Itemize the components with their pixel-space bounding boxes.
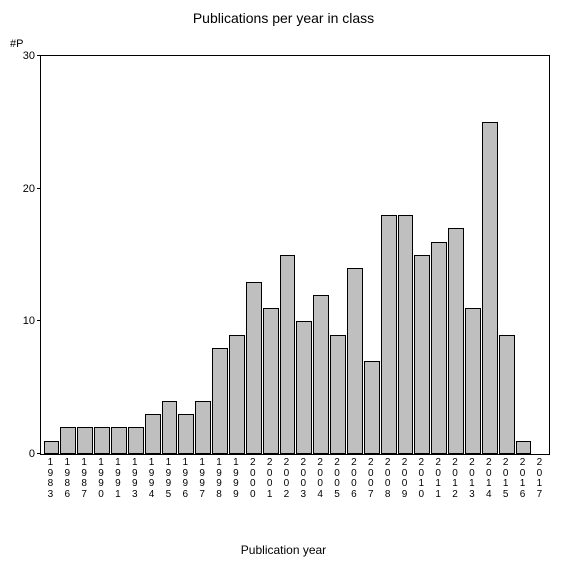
bar: [44, 441, 60, 454]
x-tick-labels: 1983198619871990199119931994199519961997…: [40, 458, 550, 500]
plot-area: 0102030: [40, 55, 550, 455]
x-tick-label: 2012: [447, 458, 464, 500]
bar: [465, 308, 481, 454]
x-tick-label: 1993: [126, 458, 143, 500]
bar: [347, 268, 363, 454]
x-tick-label: 2003: [295, 458, 312, 500]
bar: [77, 427, 93, 454]
bar: [111, 427, 127, 454]
bar: [330, 335, 346, 454]
x-tick-label: 1996: [177, 458, 194, 500]
y-axis-label: #P: [10, 38, 23, 50]
x-tick-label: 2007: [362, 458, 379, 500]
y-tick-mark: [37, 453, 41, 454]
bar: [381, 215, 397, 454]
y-tick-mark: [37, 320, 41, 321]
bar: [145, 414, 161, 454]
x-tick-label: 1997: [194, 458, 211, 500]
bar: [162, 401, 178, 454]
bar: [482, 122, 498, 454]
bar: [212, 348, 228, 454]
x-tick-label: 1991: [109, 458, 126, 500]
x-tick-label: 2006: [345, 458, 362, 500]
x-tick-label: 2015: [497, 458, 514, 500]
bar: [280, 255, 296, 454]
bar: [263, 308, 279, 454]
x-tick-label: 2001: [261, 458, 278, 500]
x-tick-label: 2000: [244, 458, 261, 500]
x-tick-label: 2016: [514, 458, 531, 500]
x-tick-label: 1995: [160, 458, 177, 500]
bar: [516, 441, 532, 454]
bar: [398, 215, 414, 454]
x-tick-label: 1987: [76, 458, 93, 500]
bar: [414, 255, 430, 454]
x-tick-label: 2013: [463, 458, 480, 500]
y-tick-mark: [37, 55, 41, 56]
bar: [128, 427, 144, 454]
x-tick-label: 2017: [531, 458, 548, 500]
y-tick-label: 30: [23, 50, 41, 62]
bar: [246, 282, 262, 454]
bar: [229, 335, 245, 454]
x-tick-label: 2002: [278, 458, 295, 500]
bar: [94, 427, 110, 454]
x-tick-label: 2014: [480, 458, 497, 500]
x-tick-label: 2011: [430, 458, 447, 500]
x-tick-label: 2004: [312, 458, 329, 500]
bar: [178, 414, 194, 454]
x-tick-label: 1990: [93, 458, 110, 500]
x-tick-label: 1999: [227, 458, 244, 500]
x-tick-label: 2010: [413, 458, 430, 500]
x-tick-label: 2008: [379, 458, 396, 500]
x-tick-label: 1983: [42, 458, 59, 500]
bar: [195, 401, 211, 454]
x-tick-label: 1986: [59, 458, 76, 500]
bar: [313, 295, 329, 454]
chart-title: Publications per year in class: [0, 10, 567, 26]
bar: [60, 427, 76, 454]
bar: [431, 242, 447, 454]
x-tick-label: 1998: [211, 458, 228, 500]
bar: [296, 321, 312, 454]
x-tick-label: 2009: [396, 458, 413, 500]
x-tick-label: 2005: [329, 458, 346, 500]
bar: [364, 361, 380, 454]
x-axis-label: Publication year: [0, 543, 567, 557]
x-tick-label: 1994: [143, 458, 160, 500]
y-tick-label: 20: [23, 183, 41, 195]
bar: [499, 335, 515, 454]
bar: [448, 228, 464, 454]
y-tick-label: 10: [23, 315, 41, 327]
bars-group: [41, 56, 549, 454]
chart-container: Publications per year in class #P 010203…: [0, 0, 567, 567]
y-tick-mark: [37, 188, 41, 189]
